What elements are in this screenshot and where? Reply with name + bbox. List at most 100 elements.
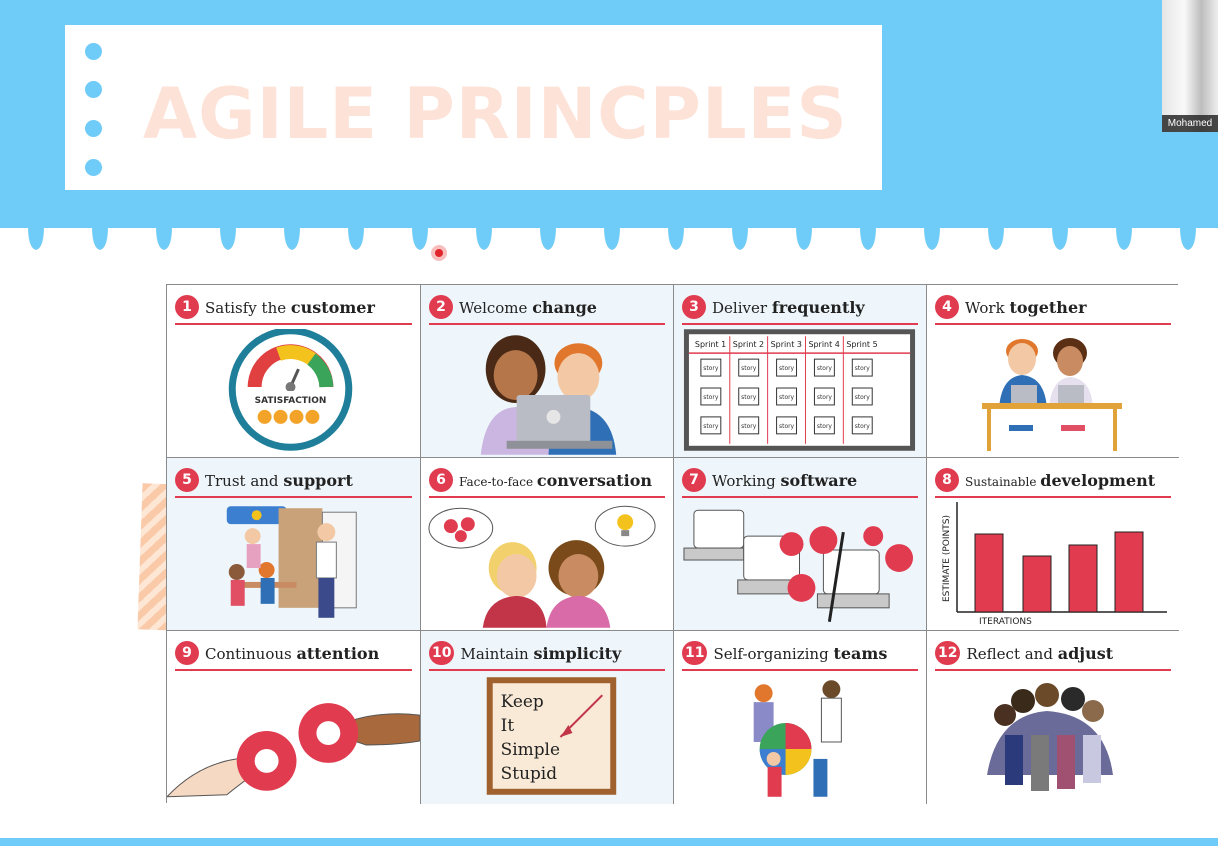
principle-text: Sustainable <box>965 474 1037 489</box>
principle-keyword: attention <box>296 643 380 663</box>
team-puzzle-illustration <box>674 675 926 801</box>
principle-number: 5 <box>175 468 199 492</box>
drip-shape <box>796 226 812 250</box>
story-card <box>738 387 760 406</box>
story-card-label: story <box>703 394 719 401</box>
principle-keyword: teams <box>833 643 888 663</box>
chart-bar <box>1068 544 1098 613</box>
sprint-label: Sprint 2 <box>733 340 764 349</box>
kiss-sign-illustration: Keep It Simple Stupid <box>421 675 673 801</box>
story-card-label: story <box>703 365 719 372</box>
principle-text: Working <box>712 471 776 490</box>
story-card <box>700 416 722 435</box>
drip-shape <box>1052 226 1068 250</box>
drip-shape <box>476 226 492 250</box>
principle-card-3: 3 Deliver frequently Sprint 1 story story s… <box>674 285 927 458</box>
sprint-label: Sprint 3 <box>771 340 802 349</box>
bullet-dot <box>85 120 102 137</box>
chart-bar <box>1114 531 1144 613</box>
principle-text: Satisfy the <box>205 298 287 317</box>
principle-keyword: conversation <box>536 470 652 490</box>
drip-shape <box>860 226 876 250</box>
story-card-label: story <box>703 423 719 430</box>
drip-shape <box>348 226 364 250</box>
drip-shape <box>284 226 300 250</box>
principle-number: 7 <box>682 468 706 492</box>
story-card <box>851 387 873 406</box>
story-card <box>851 416 873 435</box>
chart-x-label: ITERATIONS <box>979 617 1032 627</box>
heading-underline <box>935 496 1171 498</box>
title-card: AGILE PRINCPLES <box>65 25 882 190</box>
principle-text: Deliver <box>712 298 768 317</box>
bullet-dot <box>85 159 102 176</box>
principle-keyword: together <box>1009 297 1087 317</box>
drip-shape <box>604 226 620 250</box>
sprint-label: Sprint 5 <box>846 340 877 349</box>
kiss-line: Keep <box>501 691 544 711</box>
principles-grid: 1 Satisfy the customer SATISFACTION <box>166 284 1179 804</box>
principle-text: Self-organizing <box>713 644 829 663</box>
story-card-label: story <box>741 365 757 372</box>
principle-number: 10 <box>429 641 455 665</box>
slide-title: AGILE PRINCPLES <box>143 73 848 155</box>
laser-pointer <box>431 245 447 261</box>
story-card-label: story <box>817 365 833 372</box>
two-people-talking-illustration <box>421 502 673 628</box>
principle-keyword: software <box>780 470 858 490</box>
webcam-thumbnail[interactable]: Mohamed <box>1162 0 1218 132</box>
story-card <box>813 387 835 406</box>
story-card-label: story <box>855 423 871 430</box>
principle-card-10: 10 Maintain simplicity Keep It Simple St… <box>421 631 674 804</box>
heading-underline <box>175 669 412 671</box>
principle-card-6: 6 Face-to-face conversation <box>421 458 674 631</box>
principle-number: 3 <box>682 295 706 319</box>
principle-text: Face-to-face <box>459 474 534 489</box>
principle-card-5: 5 Trust and support <box>167 458 421 631</box>
principle-keyword: customer <box>290 297 375 317</box>
drip-border <box>0 220 1218 250</box>
drip-shape <box>1116 226 1132 250</box>
principle-number: 8 <box>935 468 959 492</box>
story-card-label: story <box>855 365 871 372</box>
drip-shape <box>412 226 428 250</box>
heading-underline <box>935 323 1171 325</box>
two-people-laptop-illustration <box>421 329 673 455</box>
principle-card-1: 1 Satisfy the customer SATISFACTION <box>167 285 421 458</box>
story-card-label: story <box>817 394 833 401</box>
heading-underline <box>429 669 665 671</box>
drip-shape <box>540 226 556 250</box>
principle-number: 9 <box>175 641 199 665</box>
story-card-label: story <box>817 423 833 430</box>
kiss-line: It <box>501 715 515 735</box>
bar-chart-illustration: ESTIMATE (POINTS) ITERATIONS <box>927 502 1179 628</box>
satisfaction-meter-illustration: SATISFACTION <box>167 329 420 455</box>
story-card-label: story <box>779 365 795 372</box>
heading-underline <box>175 323 412 325</box>
heading-underline <box>682 669 918 671</box>
meter-label: SATISFACTION <box>255 396 327 406</box>
principle-number: 4 <box>935 295 959 319</box>
pair-at-desk-illustration <box>927 329 1179 455</box>
principle-keyword: frequently <box>771 297 865 317</box>
principle-number: 6 <box>429 468 453 492</box>
heading-underline <box>429 323 665 325</box>
chart-y-label: ESTIMATE (POINTS) <box>942 515 952 602</box>
drip-shape <box>988 226 1004 250</box>
heading-underline <box>175 496 412 498</box>
principle-number: 2 <box>429 295 453 319</box>
drip-shape <box>92 226 108 250</box>
principle-text: Reflect and <box>966 644 1053 663</box>
sprint-label: Sprint 4 <box>808 340 839 349</box>
principle-number: 1 <box>175 295 199 319</box>
principle-card-7: 7 Working software <box>674 458 927 631</box>
sprint-label: Sprint 1 <box>695 340 726 349</box>
story-card-label: story <box>741 423 757 430</box>
bottom-border <box>0 838 1218 846</box>
principle-card-12: 12 Reflect and adjust <box>927 631 1179 804</box>
story-card-label: story <box>779 423 795 430</box>
sprint-board-illustration: Sprint 1 story story story Sprint 2 story stor… <box>674 329 926 455</box>
principle-keyword: support <box>283 470 353 490</box>
story-card-label: story <box>855 394 871 401</box>
